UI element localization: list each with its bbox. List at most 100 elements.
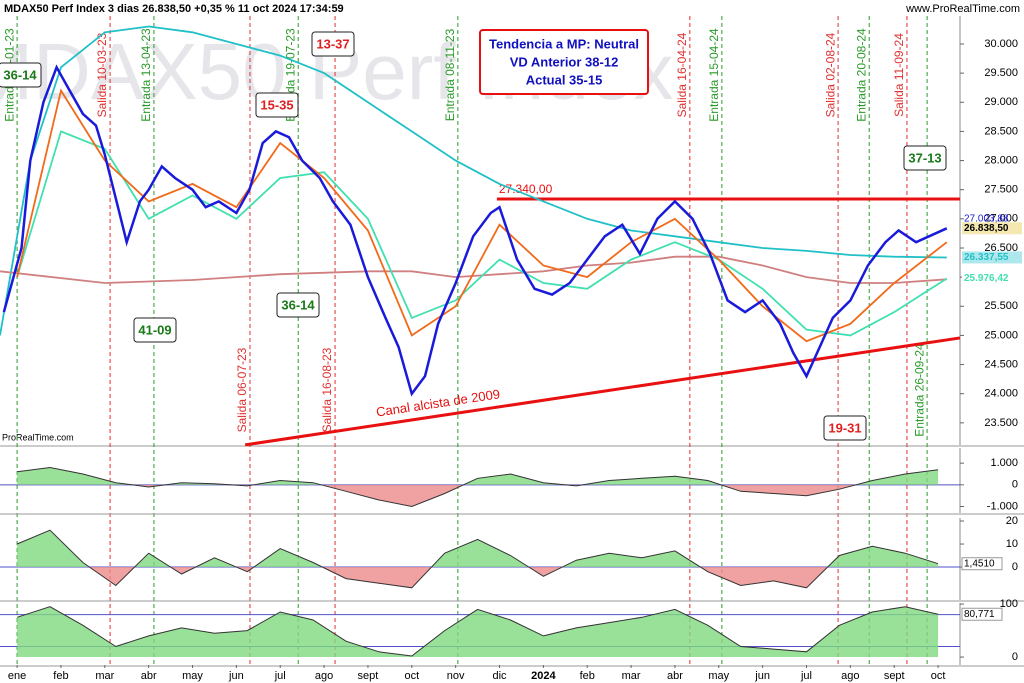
- y-tick-label: 20: [1006, 515, 1018, 527]
- count-box: [255, 92, 299, 118]
- oscillator-line: [17, 466, 939, 508]
- signal-label: Salida 02-08-24: [823, 32, 837, 117]
- y-tick-label: 10: [1006, 538, 1018, 550]
- signal-label: Salida 11-09-24: [892, 33, 906, 117]
- x-tick-label: ago: [315, 670, 333, 682]
- x-tick-label: jun: [228, 670, 244, 682]
- y-tick-label: 29.000: [984, 96, 1018, 108]
- area-negative: [17, 567, 939, 588]
- x-tick-label: ene: [8, 670, 26, 682]
- y-tick-label: 1.000: [990, 457, 1018, 469]
- y-tick-label: 0: [1012, 651, 1018, 663]
- signal-label: Salida 10-03-23: [95, 32, 109, 117]
- x-tick-label: jul: [800, 670, 812, 682]
- x-tick-label: oct: [931, 670, 946, 682]
- info-line: Actual 35-15: [526, 72, 603, 87]
- count-box: [311, 31, 355, 57]
- value-label: 1,4510: [964, 558, 995, 569]
- x-tick-label: feb: [580, 670, 595, 682]
- area-positive: [17, 467, 939, 485]
- trendline: [244, 336, 961, 447]
- x-tick-label: nov: [447, 670, 465, 682]
- y-tick-label: 28.500: [984, 125, 1018, 137]
- y-tick-label: 0: [1012, 479, 1018, 491]
- x-tick-label: mar: [95, 670, 114, 682]
- x-tick-label: mar: [622, 670, 641, 682]
- y-tick-label: 0: [1012, 561, 1018, 573]
- y-tick-label: 27.000: [984, 213, 1018, 225]
- count-label: 19-31: [828, 420, 861, 435]
- series-line: [16, 130, 948, 337]
- y-tick-label: 28.000: [984, 154, 1018, 166]
- area-positive: [17, 606, 939, 658]
- count-label: 37-13: [908, 150, 941, 165]
- x-tick-label: may: [708, 670, 729, 682]
- value-label-box: [961, 607, 1003, 621]
- signal-label: Entrada 20-08-24: [854, 28, 868, 122]
- y-tick-label: -1.000: [987, 500, 1018, 512]
- price-label: 26.337,55: [964, 252, 1009, 263]
- count-label: 36-14: [281, 297, 315, 312]
- signal-label: Salida 16-08-23: [320, 347, 334, 432]
- series-line: [0, 255, 947, 284]
- y-tick-label: 25.000: [984, 329, 1018, 341]
- y-tick-label: 29.500: [984, 67, 1018, 79]
- y-tick-label: 24.500: [984, 358, 1018, 370]
- count-label: 36-14: [3, 67, 37, 82]
- resistance-label: 27.340,00: [499, 182, 553, 196]
- price-label-box: [962, 251, 1022, 264]
- header: MDAX50 Perf Index 3 dias 26.838,50 +0,35…: [4, 3, 344, 15]
- area-positive: [17, 530, 939, 568]
- series-line: [16, 88, 948, 343]
- y-tick-label: 24.000: [984, 388, 1018, 400]
- price-label-box: [962, 222, 1022, 235]
- y-tick-label: 30.000: [984, 38, 1018, 50]
- count-label: 41-09: [138, 322, 171, 337]
- x-tick-label: feb: [53, 670, 68, 682]
- signal-label: Entrada 15-04-24: [707, 28, 721, 122]
- count-box: [0, 62, 42, 88]
- price-label: 26.838,50: [964, 223, 1009, 234]
- oscillator-line: [16, 529, 939, 589]
- info-line: Tendencia a MP: Neutral: [489, 36, 639, 51]
- x-tick-label: ago: [841, 670, 859, 682]
- y-tick-label: 26.500: [984, 242, 1018, 254]
- x-tick-label: dic: [492, 670, 507, 682]
- info-line: VD Anterior 38-12: [510, 54, 619, 69]
- plot: 30.000 29.500 29.000 28.500 28.000 27.500 27.0…: [0, 16, 1024, 682]
- oscillator-line: [16, 606, 939, 657]
- y-tick-label: 25.500: [984, 300, 1018, 312]
- y-tick-label: 100: [1000, 598, 1018, 610]
- signal-label: Entrada 08-11-23: [443, 28, 457, 121]
- signal-label: Salida 06-07-23: [235, 347, 249, 432]
- x-tick-label: sept: [884, 670, 905, 682]
- value-label-box: [961, 557, 1003, 571]
- count-box: [823, 415, 867, 441]
- brand: ProRealTime.com: [2, 432, 74, 442]
- x-tick-label: 2024: [531, 670, 556, 682]
- x-tick-label: abr: [667, 670, 683, 682]
- x-tick-label: oct: [404, 670, 419, 682]
- price-label-box: [962, 272, 1022, 285]
- price-label: 27.003,88: [964, 213, 1009, 224]
- count-box: [903, 145, 947, 171]
- signal-label: Entrada 13-04-23: [139, 28, 153, 122]
- count-box: [276, 292, 320, 318]
- series-line: [2, 64, 948, 397]
- site: www.ProRealTime.com: [905, 3, 1020, 15]
- value-label: 80,771: [964, 609, 995, 620]
- y-tick-label: 27.500: [984, 184, 1018, 196]
- signal-label: Salida 16-04-24: [675, 32, 689, 117]
- x-tick-label: sept: [358, 670, 379, 682]
- count-box: [133, 317, 177, 343]
- x-tick-label: jun: [754, 670, 770, 682]
- x-tick-label: abr: [141, 670, 157, 682]
- info-box: [479, 29, 649, 95]
- y-tick-label: 23.500: [984, 417, 1018, 429]
- series-line: [0, 25, 947, 336]
- price-label: 25.976,42: [964, 273, 1009, 284]
- x-tick-label: may: [182, 670, 203, 682]
- count-label: 13-37: [316, 36, 349, 51]
